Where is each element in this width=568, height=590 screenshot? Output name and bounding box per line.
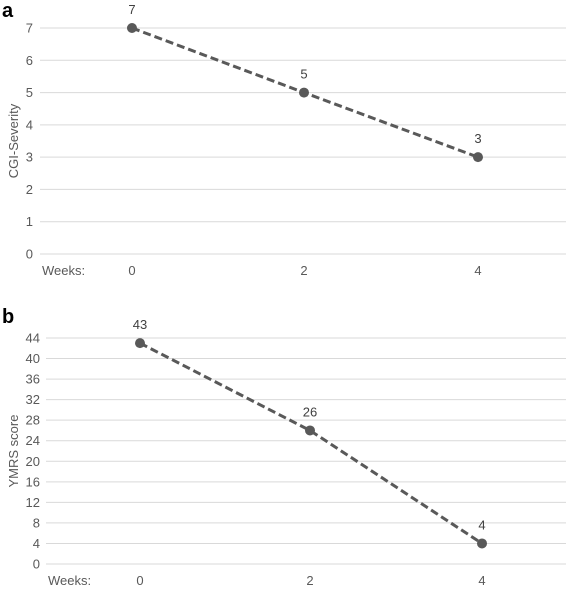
y-axis-title: CGI-Severity xyxy=(6,103,21,178)
data-point xyxy=(135,338,145,349)
y-tick-label: 7 xyxy=(26,21,33,36)
x-tick-label: 0 xyxy=(136,573,143,588)
data-point xyxy=(473,152,483,163)
data-point xyxy=(127,23,137,33)
data-label: 3 xyxy=(474,131,481,146)
x-tick-label: 4 xyxy=(474,263,481,278)
y-tick-label: 40 xyxy=(26,351,40,366)
data-point xyxy=(299,87,309,98)
x-tick-label: 2 xyxy=(306,573,313,588)
y-tick-label: 4 xyxy=(26,117,33,132)
y-tick-label: 3 xyxy=(26,150,33,165)
y-tick-label: 28 xyxy=(26,413,40,428)
chart-panel-a: a 0 1 2 3 4 5 6 7 CGI-Severity Weeks: 0 2 4 7 5 3 xyxy=(2,0,566,278)
y-tick-label: 6 xyxy=(26,53,33,68)
y-tick-label: 0 xyxy=(33,557,40,572)
panel-letter: b xyxy=(2,306,14,328)
y-tick-label: 4 xyxy=(33,536,40,551)
y-tick-label: 36 xyxy=(26,372,40,387)
data-point xyxy=(477,538,487,549)
data-label: 5 xyxy=(300,67,307,82)
y-tick-label: 32 xyxy=(26,392,40,407)
data-label: 4 xyxy=(478,517,485,532)
x-tick-label: 2 xyxy=(300,263,307,278)
panel-letter: a xyxy=(2,0,14,22)
y-tick-label: 44 xyxy=(26,331,40,346)
y-tick-label: 0 xyxy=(26,247,33,262)
x-tick-label: 0 xyxy=(128,263,135,278)
x-axis-title: Weeks: xyxy=(48,573,91,588)
data-label: 7 xyxy=(128,2,135,17)
data-label: 26 xyxy=(303,404,317,419)
y-axis-title: YMRS score xyxy=(6,415,21,488)
y-tick-label: 24 xyxy=(26,433,40,448)
x-axis-title: Weeks: xyxy=(42,263,85,278)
y-tick-label: 2 xyxy=(26,182,33,197)
data-point xyxy=(305,425,315,436)
x-tick-label: 4 xyxy=(478,573,485,588)
y-tick-label: 8 xyxy=(33,515,40,530)
y-tick-label: 1 xyxy=(26,214,33,229)
y-tick-label: 12 xyxy=(26,495,40,510)
y-tick-label: 16 xyxy=(26,474,40,489)
y-tick-label: 5 xyxy=(26,85,33,100)
data-label: 43 xyxy=(133,317,147,332)
y-tick-label: 20 xyxy=(26,454,40,469)
series-line xyxy=(139,341,483,545)
